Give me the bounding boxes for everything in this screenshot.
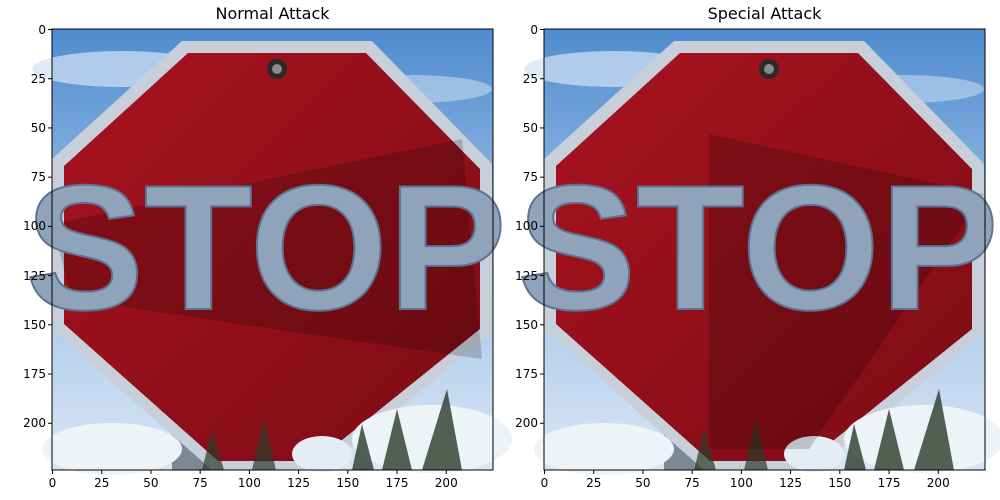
y-tick-label: 25 — [522, 71, 538, 86]
x-tick-label: 175 — [877, 476, 901, 490]
panel-2-title: Special Attack — [707, 4, 822, 23]
x-tick-label: 175 — [385, 476, 409, 490]
x-tick-label: 125 — [779, 476, 803, 490]
y-tick-label: 25 — [30, 71, 46, 86]
x-tick-label: 150 — [828, 476, 852, 490]
panel-1-title: Normal Attack — [215, 4, 330, 23]
y-tick-label: 150 — [23, 317, 46, 332]
y-tick-label: 75 — [30, 170, 46, 185]
x-tick-label: 100 — [729, 476, 753, 490]
x-tick-label: 100 — [237, 476, 261, 490]
panel-2-image: STOP — [516, 29, 1000, 475]
y-tick-label: 0 — [38, 22, 46, 37]
x-tick-label: 0 — [540, 476, 549, 490]
x-tick-label: 50 — [635, 476, 651, 490]
y-tick-label: 175 — [23, 367, 46, 382]
y-tick-label: 50 — [30, 120, 46, 135]
x-tick-label: 75 — [684, 476, 700, 490]
panel-1-image: STOP — [24, 29, 512, 475]
y-tick-label: 100 — [515, 219, 538, 234]
tick-marks — [48, 29, 939, 474]
x-tick-label: 0 — [48, 476, 57, 490]
x-tick-label: 75 — [192, 476, 208, 490]
x-tick-label: 25 — [94, 476, 110, 490]
y-tick-label: 75 — [522, 170, 538, 185]
y-tick-label: 175 — [515, 367, 538, 382]
y-tick-label: 200 — [23, 416, 46, 431]
x-tick-label: 150 — [336, 476, 360, 490]
y-tick-label: 200 — [515, 416, 538, 431]
y-tick-label: 150 — [515, 317, 538, 332]
x-tick-label: 125 — [287, 476, 311, 490]
panel-1-axes — [51, 28, 494, 471]
sign-text: STOP — [517, 148, 998, 347]
y-tick-label: 125 — [23, 268, 46, 283]
y-tick-label: 100 — [23, 219, 46, 234]
y-tick-label: 0 — [530, 22, 538, 37]
x-tick-label: 200 — [434, 476, 458, 490]
y-tick-label: 50 — [522, 120, 538, 135]
x-tick-label: 25 — [586, 476, 602, 490]
y-tick-label: 125 — [515, 268, 538, 283]
sign-text: STOP — [25, 148, 506, 347]
x-tick-label: 50 — [143, 476, 159, 490]
x-tick-label: 200 — [926, 476, 950, 490]
panel-2-axes — [543, 28, 986, 471]
